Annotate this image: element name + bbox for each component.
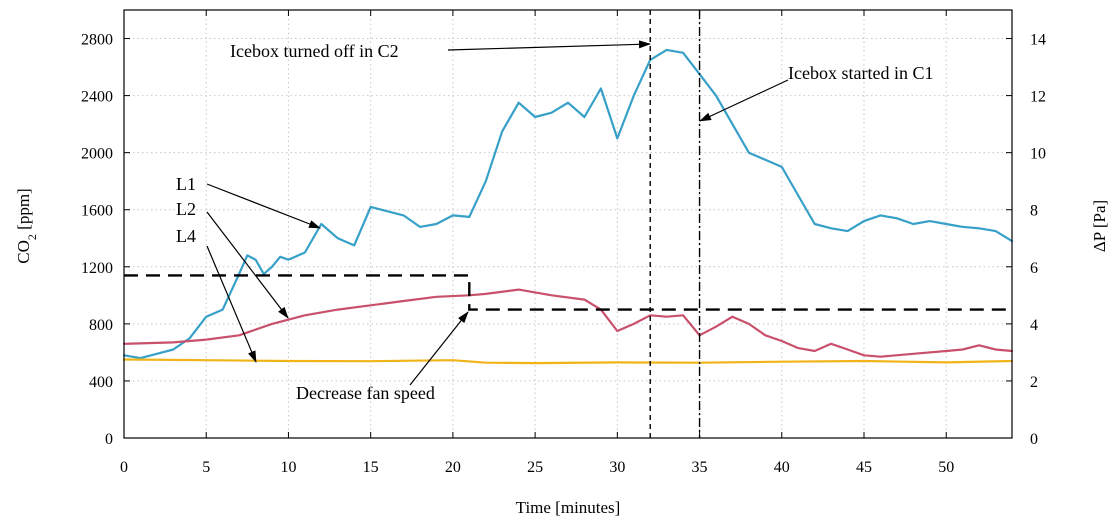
x-tick-label: 30 [609, 459, 625, 476]
series-line-l4 [122, 358, 1014, 365]
annotation-l2: L2 [176, 199, 196, 219]
x-tick-label: 20 [445, 459, 461, 476]
annotation-l1: L1 [176, 174, 196, 194]
y-axis-label-main: CO [14, 240, 33, 264]
y-tick-label: 1200 [81, 260, 113, 277]
x-tick-label: 40 [774, 459, 790, 476]
arrow-icebox-on [699, 79, 789, 122]
arrow-l2 [206, 211, 289, 319]
y-axis-label-unit: [ppm] [14, 188, 33, 234]
y-tick-label: 2400 [81, 89, 113, 106]
y2-tick-label: 8 [1030, 203, 1038, 220]
grid [124, 10, 1012, 438]
annotations: Icebox turned off in C2 Icebox started i… [176, 40, 933, 403]
y2-tick-label: 2 [1030, 374, 1038, 391]
y-tick-label: 800 [89, 317, 113, 334]
y2-tick-label: 12 [1030, 89, 1046, 106]
y-axis-label: CO2 [ppm] [14, 188, 39, 263]
arrow-l4 [206, 245, 257, 363]
y2-tick-label: 6 [1030, 260, 1038, 277]
x-tick-label: 25 [527, 459, 543, 476]
series-layer [122, 48, 1014, 365]
annotation-icebox-off: Icebox turned off in C2 [230, 41, 399, 61]
arrow-icebox-off [447, 40, 651, 51]
y2-tick-label: 10 [1030, 146, 1046, 163]
series-line-l2 [122, 288, 1014, 358]
x-tick-label: 35 [692, 459, 708, 476]
x-tick-label: 5 [202, 459, 210, 476]
x-tick-label: 10 [280, 459, 296, 476]
y-axis-label-sub: 2 [25, 234, 39, 240]
y2-tick-label: 0 [1030, 431, 1038, 448]
pressure-layer [124, 10, 1012, 438]
x-tick-label: 45 [856, 459, 872, 476]
y2-axis-label: ΔP [Pa] [1090, 200, 1109, 252]
series-line-l1 [122, 48, 1014, 360]
y-tick-label: 400 [89, 374, 113, 391]
x-tick-label: 0 [120, 459, 128, 476]
annotation-fan-speed: Decrease fan speed [296, 383, 435, 403]
y-tick-label: 2800 [81, 32, 113, 49]
y-tick-label: 2000 [81, 146, 113, 163]
plot-frame [123, 9, 1013, 439]
y2-tick-label: 4 [1030, 317, 1038, 334]
x-axis-label: Time [minutes] [516, 498, 621, 517]
annotation-l4: L4 [176, 226, 196, 246]
arrow-fan-speed [409, 311, 469, 386]
y-tick-label: 1600 [81, 203, 113, 220]
arrow-l1 [206, 183, 321, 229]
y2-tick-label: 14 [1030, 32, 1046, 49]
pressure-dashed-line [124, 274, 1012, 311]
x-tick-label: 15 [363, 459, 379, 476]
y-tick-label: 0 [105, 431, 113, 448]
x-tick-label: 50 [938, 459, 954, 476]
ticks: 0 5 10 15 20 25 30 35 40 45 5004008001200160020002… [81, 10, 1046, 476]
annotation-icebox-on: Icebox started in C1 [788, 63, 933, 83]
